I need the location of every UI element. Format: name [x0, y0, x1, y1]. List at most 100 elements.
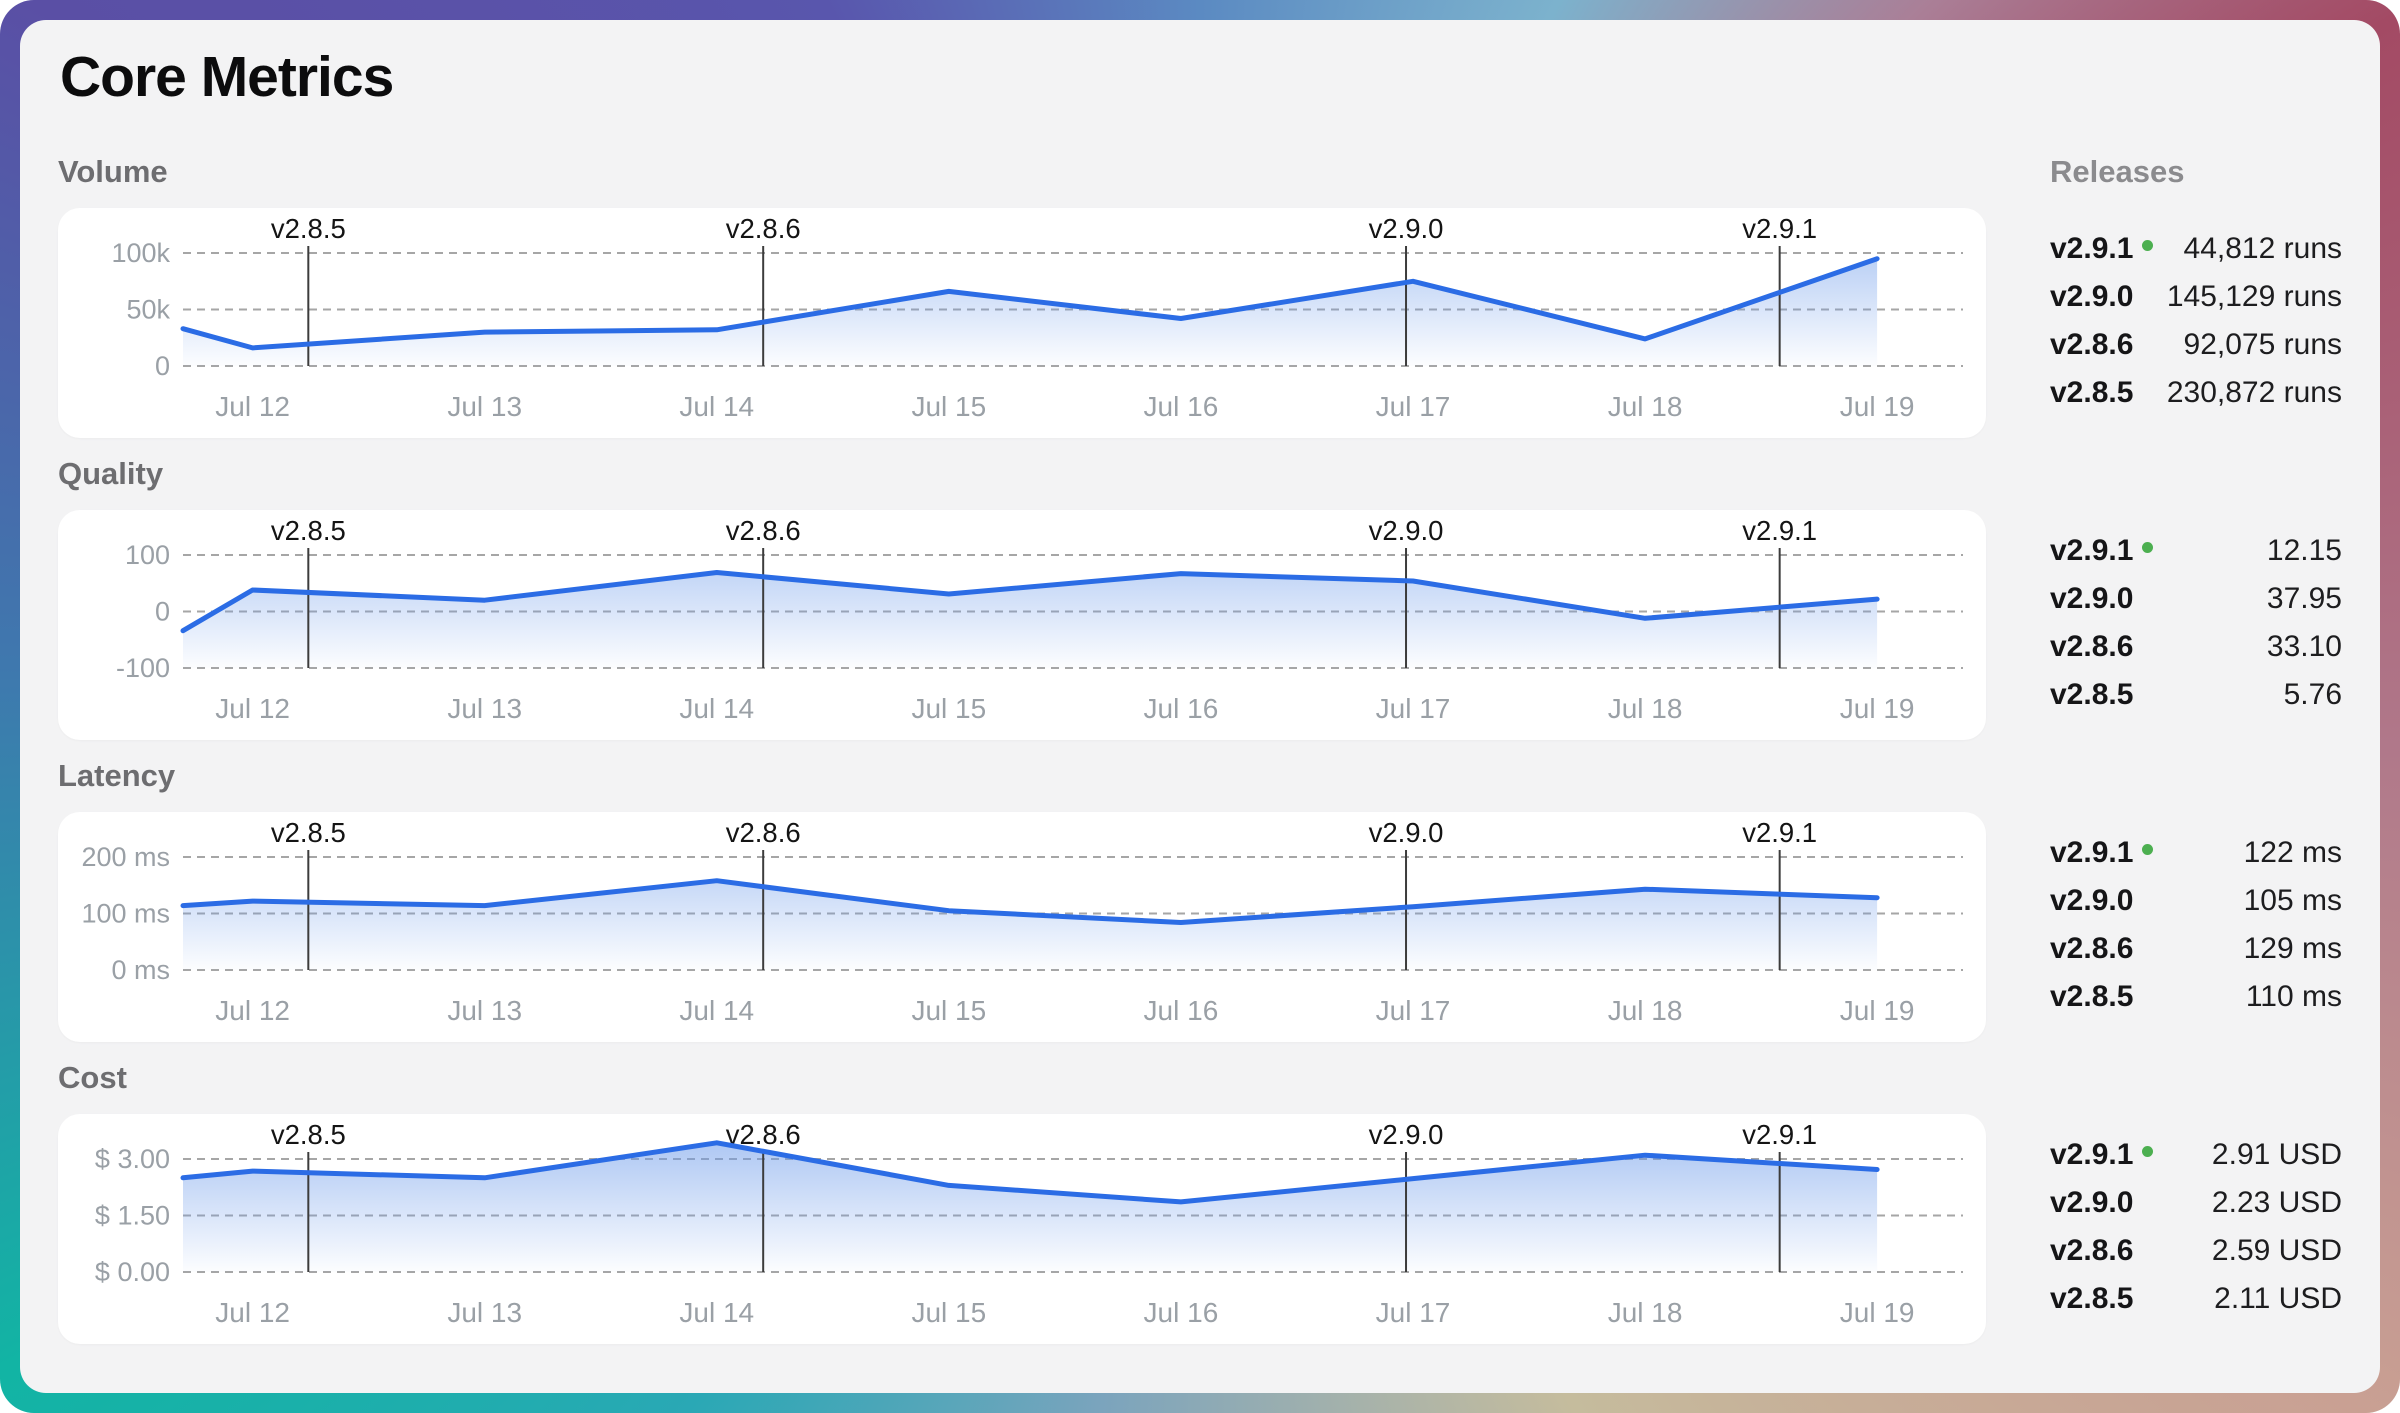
- x-tick-label: Jul 14: [679, 391, 754, 422]
- line-chart[interactable]: 100 0 -100 v2.8.5 v2.8.6 v2.9.0 v2.9.1 Jul 12 Ju…: [58, 510, 1986, 740]
- x-tick-label: Jul 16: [1144, 391, 1219, 422]
- dashboard-panel: Core Metrics Volume Releases 100k 50k 0 v2.…: [20, 20, 2380, 1393]
- release-marker-label: v2.8.6: [726, 817, 801, 848]
- release-value: 105 ms: [2243, 884, 2342, 917]
- release-value: 44,812 runs: [2183, 232, 2342, 265]
- release-marker-label: v2.8.5: [271, 213, 346, 244]
- section-title: Cost: [58, 1060, 127, 1095]
- x-tick-label: Jul 16: [1144, 693, 1219, 724]
- release-row: v2.8.5 110 ms: [2050, 980, 2342, 1014]
- x-tick-label: Jul 19: [1840, 995, 1915, 1026]
- release-marker-label: v2.9.0: [1369, 817, 1444, 848]
- y-tick-label: 0: [155, 597, 170, 627]
- release-list: v2.9.1 122 ms v2.9.0 105 ms v2.8.6 129 ms v2.8…: [2050, 812, 2342, 1042]
- y-tick-label: 100 ms: [81, 899, 170, 929]
- y-tick-label: -100: [116, 653, 170, 683]
- x-tick-label: Jul 15: [911, 1297, 986, 1328]
- latest-release-dot: [2142, 239, 2154, 251]
- series-line: [180, 570, 1880, 634]
- release-version: v2.9.0: [2050, 280, 2134, 313]
- x-tick-label: Jul 14: [679, 693, 754, 724]
- release-marker-label: v2.8.6: [726, 213, 801, 244]
- series-area: [183, 1142, 1878, 1272]
- x-tick-label: Jul 15: [911, 995, 986, 1026]
- x-tick-label: Jul 18: [1608, 995, 1683, 1026]
- metric-section-quality: Quality 100 0 -100 v2.8.5 v2.8.6 v2.9.0 v2.9.1…: [58, 456, 2342, 740]
- release-row: v2.8.5 5.76: [2050, 678, 2342, 712]
- y-tick-label: 200 ms: [81, 842, 170, 872]
- release-version: v2.8.5: [2050, 678, 2134, 711]
- x-tick-label: Jul 12: [215, 995, 290, 1026]
- release-row: v2.8.6 92,075 runs: [2050, 328, 2342, 362]
- y-tick-label: 50k: [126, 295, 170, 325]
- latest-release-dot: [2142, 1145, 2154, 1157]
- release-value: 2.59 USD: [2211, 1234, 2342, 1267]
- x-tick-label: Jul 12: [215, 391, 290, 422]
- series-area: [183, 572, 1878, 668]
- series-area: [183, 880, 1878, 970]
- release-marker-label: v2.8.6: [726, 515, 801, 546]
- release-marker-label: v2.9.0: [1369, 515, 1444, 546]
- x-tick-label: Jul 19: [1840, 693, 1915, 724]
- series-line: [180, 1140, 1880, 1205]
- release-version: v2.9.0: [2050, 884, 2134, 917]
- release-row: v2.9.1 122 ms: [2050, 836, 2342, 870]
- sections-container: Volume Releases 100k 50k 0 v2.8.5 v2.8.6 v2.9…: [58, 154, 2342, 1344]
- latest-release-dot: [2142, 843, 2154, 855]
- release-value: 129 ms: [2243, 932, 2342, 965]
- release-marker-label: v2.9.1: [1742, 213, 1817, 244]
- release-version: v2.9.0: [2050, 1186, 2134, 1219]
- chart-card: 200 ms 100 ms 0 ms v2.8.5 v2.8.6 v2.9.0 v2.9.1…: [58, 812, 1986, 1042]
- release-row: v2.9.1 2.91 USD: [2050, 1138, 2342, 1172]
- metric-section-latency: Latency 200 ms 100 ms 0 ms v2.8.5 v2.8.6 v2.9…: [58, 758, 2342, 1042]
- x-tick-label: Jul 17: [1376, 1297, 1451, 1328]
- release-list: v2.9.1 12.15 v2.9.0 37.95 v2.8.6 33.10 v2.8.5 5…: [2050, 510, 2342, 740]
- x-tick-label: Jul 16: [1144, 1297, 1219, 1328]
- release-version: v2.8.5: [2050, 376, 2134, 409]
- series-line: [180, 878, 1880, 925]
- metric-section-volume: Volume Releases 100k 50k 0 v2.8.5 v2.8.6 v2.9…: [58, 154, 2342, 438]
- series-line: [180, 256, 1880, 351]
- release-row: v2.9.0 37.95: [2050, 582, 2342, 616]
- x-tick-label: Jul 19: [1840, 391, 1915, 422]
- release-list: v2.9.1 2.91 USD v2.9.0 2.23 USD v2.8.6 2.59 U…: [2050, 1114, 2342, 1344]
- release-version: v2.9.1: [2050, 836, 2154, 870]
- x-tick-label: Jul 15: [911, 693, 986, 724]
- y-tick-label: $ 3.00: [95, 1144, 170, 1174]
- page-title: Core Metrics: [60, 45, 394, 109]
- release-version: v2.8.6: [2050, 1234, 2134, 1267]
- release-row: v2.9.0 2.23 USD: [2050, 1186, 2342, 1220]
- release-marker-label: v2.9.1: [1742, 1119, 1817, 1150]
- y-tick-label: $ 0.00: [95, 1257, 170, 1287]
- release-value: 92,075 runs: [2183, 328, 2342, 361]
- release-value: 110 ms: [2245, 980, 2342, 1013]
- release-version: v2.8.6: [2050, 630, 2134, 663]
- release-value: 122 ms: [2243, 836, 2342, 869]
- x-tick-label: Jul 13: [447, 995, 522, 1026]
- x-tick-label: Jul 12: [215, 693, 290, 724]
- x-tick-label: Jul 13: [447, 693, 522, 724]
- release-row: v2.8.6 2.59 USD: [2050, 1234, 2342, 1268]
- release-row: v2.9.1 44,812 runs: [2050, 232, 2342, 266]
- series-area: [183, 258, 1878, 366]
- release-version: v2.9.1: [2050, 1138, 2154, 1172]
- release-marker-label: v2.8.5: [271, 515, 346, 546]
- x-tick-label: Jul 16: [1144, 995, 1219, 1026]
- y-tick-label: 100k: [111, 238, 170, 268]
- release-list: v2.9.1 44,812 runs v2.9.0 145,129 runs v2.8.…: [2050, 208, 2342, 438]
- release-value: 230,872 runs: [2166, 376, 2342, 409]
- line-chart[interactable]: 200 ms 100 ms 0 ms v2.8.5 v2.8.6 v2.9.0 v2.9.1…: [58, 812, 1986, 1042]
- release-marker-label: v2.9.1: [1742, 515, 1817, 546]
- x-tick-label: Jul 17: [1376, 995, 1451, 1026]
- release-value: 12.15: [2266, 534, 2342, 567]
- x-tick-label: Jul 14: [679, 995, 754, 1026]
- x-tick-label: Jul 13: [447, 1297, 522, 1328]
- release-value: 145,129 runs: [2166, 280, 2342, 313]
- release-version: v2.8.6: [2050, 328, 2134, 361]
- release-marker-label: v2.9.1: [1742, 817, 1817, 848]
- section-title: Volume: [58, 154, 168, 189]
- chart-card: $ 3.00 $ 1.50 $ 0.00 v2.8.5 v2.8.6 v2.9.0 v2.9…: [58, 1114, 1986, 1344]
- line-chart[interactable]: 100k 50k 0 v2.8.5 v2.8.6 v2.9.0 v2.9.1 Jul 12 Ju…: [58, 208, 1986, 438]
